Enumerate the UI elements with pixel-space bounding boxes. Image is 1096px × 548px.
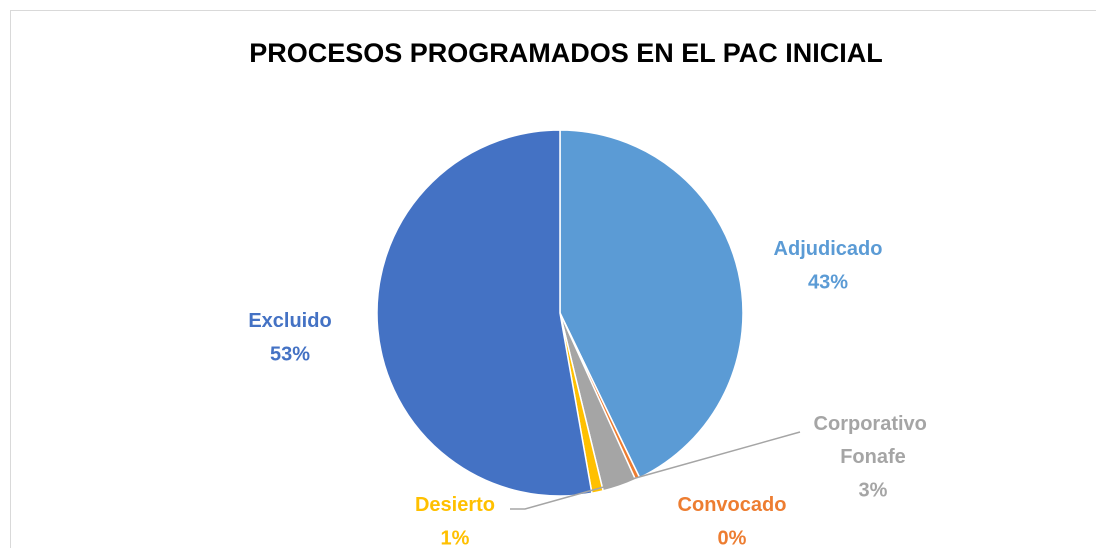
slice-label: Corporativo Fonafe — [814, 413, 933, 468]
slice-value-label: 1% — [441, 527, 470, 548]
slice-label: Desierto — [415, 494, 495, 516]
slice-value-label: 53% — [270, 343, 310, 365]
slice-label: Excluido — [248, 310, 331, 332]
pie — [376, 129, 744, 497]
pie-slice — [559, 129, 744, 479]
chart-title: PROCESOS PROGRAMADOS EN EL PAC INICIAL — [249, 38, 883, 68]
slice-label: Convocado — [678, 494, 787, 516]
slice-value-label: 3% — [859, 479, 888, 501]
slice-label: Adjudicado — [774, 238, 883, 260]
slice-value-label: 43% — [808, 271, 848, 293]
leader-line — [510, 431, 801, 510]
pie-slice — [376, 129, 593, 497]
slice-value-label: 0% — [718, 527, 747, 548]
